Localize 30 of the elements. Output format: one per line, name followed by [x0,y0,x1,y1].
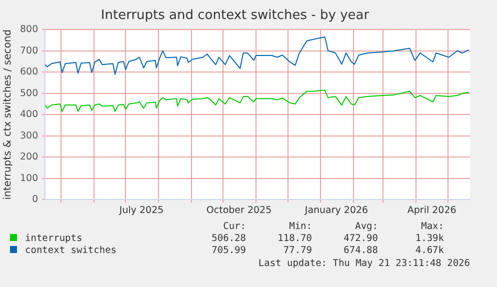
y-tick-label: 200 [20,152,38,163]
chart-title: Interrupts and context switches - by year [100,8,370,24]
x-tick-label: January 2026 [304,204,368,216]
text: Avg: [354,220,378,232]
legend-label: context switches [24,244,118,256]
x-tick-label: April 2026 [407,204,456,216]
legend-label: interrupts [24,232,84,244]
text: 1.39k [414,232,444,244]
text: 506.28 [210,232,246,244]
x-tick-label: July 2025 [118,204,164,216]
text: Min: [288,220,312,232]
y-tick-label: 100 [20,172,38,184]
y-tick-label: 400 [20,109,38,120]
y-tick-label: 600 [20,66,38,78]
y-tick-label: 800 [20,24,38,36]
y-axis-title: interrupts & ctx switches / second [2,29,14,200]
y-tick-label: 300 [20,130,38,142]
text: Last update: Thu May 21 23:11:48 2026 [258,258,470,269]
text: 118.70 [276,232,312,244]
text: Cur: [222,220,246,232]
text: 472.90 [342,232,378,244]
x-tick-label: October 2025 [206,204,272,216]
text: 77.79 [282,244,312,256]
text: 4.67k [414,244,444,256]
y-tick-label: 0 [32,194,38,206]
text: 705.99 [210,244,246,256]
text: 674.88 [342,244,378,256]
text: Max: [420,220,444,232]
y-tick-label: 700 [20,45,38,56]
y-tick-label: 500 [20,88,38,99]
